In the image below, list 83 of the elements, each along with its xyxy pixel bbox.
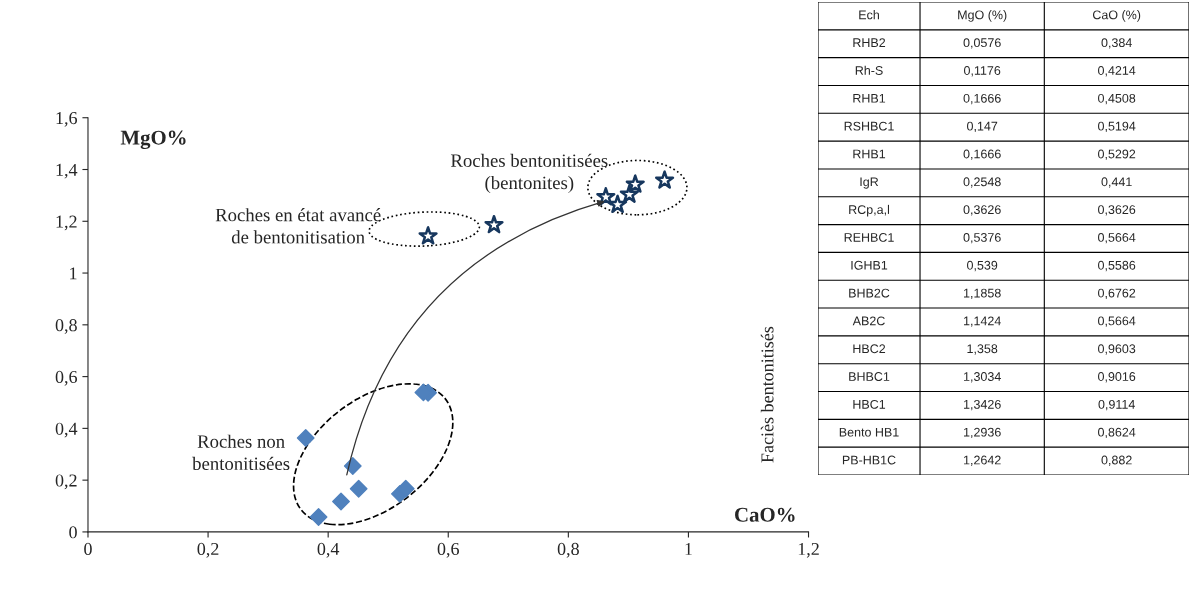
x-tick-label: 1 xyxy=(685,542,692,555)
text: 1,2642 xyxy=(964,455,1001,466)
text: IgR xyxy=(860,177,879,189)
text: 0,539 xyxy=(967,260,998,272)
text: 0,5664 xyxy=(1098,233,1136,244)
text: AB2C xyxy=(852,316,885,326)
annotation: Roches non bentonitisées xyxy=(192,434,290,471)
y-tick-label: 1,2 xyxy=(56,215,77,231)
text: 0,0576 xyxy=(963,38,1001,49)
x-tick-label: 0,4 xyxy=(317,542,340,558)
text: 1,1858 xyxy=(964,288,1001,299)
point xyxy=(349,479,368,498)
text: 0,5664 xyxy=(1098,316,1136,327)
point xyxy=(625,174,645,193)
y-tick-label: 1 xyxy=(70,267,77,280)
text: 0,882 xyxy=(1101,455,1132,466)
text: HBC1 xyxy=(853,399,886,409)
x-tick-label: 0 xyxy=(84,542,92,556)
y-axis-title: MgO% xyxy=(120,130,186,150)
text: 0,1666 xyxy=(963,93,1001,105)
text: Bento HB1 xyxy=(839,427,899,437)
y-tick-label: 1,4 xyxy=(56,163,78,179)
text: RHB1 xyxy=(853,94,886,103)
text: 0,147 xyxy=(967,121,998,133)
text: 0,4508 xyxy=(1098,93,1136,105)
annotation: Roches en état avancé de bentonitisation xyxy=(215,208,381,244)
point xyxy=(343,457,362,475)
text: 0,1666 xyxy=(963,149,1001,160)
text: 0,384 xyxy=(1101,38,1132,49)
text: 0,5586 xyxy=(1098,260,1136,272)
text: BHBC1 xyxy=(849,372,890,381)
x-tick-label: 0,8 xyxy=(557,542,579,558)
point xyxy=(484,214,504,234)
y-tick-label: 0 xyxy=(69,526,77,539)
text: Rh-S xyxy=(855,65,883,75)
y-tick-label: 0,4 xyxy=(55,422,78,438)
x-tick-label: 1,2 xyxy=(798,542,819,558)
text: RSHBC1 xyxy=(844,121,894,131)
text: MgO (%) xyxy=(958,10,1007,22)
point xyxy=(332,492,350,511)
text: 1,358 xyxy=(967,344,998,355)
text: PB-HB1C xyxy=(842,455,896,465)
text: CaO (%) xyxy=(1092,10,1141,22)
text: 0,4214 xyxy=(1098,66,1136,77)
x-tick-label: 0,2 xyxy=(197,542,219,558)
text: RHB1 xyxy=(853,149,886,159)
y-tick-label: 0,8 xyxy=(55,319,77,334)
x-tick-label: 0,6 xyxy=(437,542,459,558)
text: 0,5292 xyxy=(1098,149,1136,160)
text: 0,2548 xyxy=(963,177,1001,188)
point xyxy=(654,170,675,189)
text: IGHB1 xyxy=(851,260,888,270)
x-axis-title: CaO% xyxy=(735,507,795,522)
point xyxy=(296,429,315,447)
text: 0,5376 xyxy=(963,233,1001,244)
text: 1,2936 xyxy=(964,427,1001,439)
text: RHB2 xyxy=(853,38,886,47)
text: 0,8624 xyxy=(1098,427,1136,439)
annotation: Roches bentonitisées (bentonites) xyxy=(450,153,608,193)
text: 0,3626 xyxy=(1098,205,1136,216)
text: 0,9016 xyxy=(1098,372,1136,383)
text: REHBC1 xyxy=(844,233,894,242)
text: 1,3034 xyxy=(964,372,1001,383)
point xyxy=(396,479,415,498)
point xyxy=(309,508,328,526)
text: 1,1424 xyxy=(964,316,1001,327)
text: 0,9114 xyxy=(1098,399,1135,411)
point xyxy=(418,226,438,245)
y-tick-label: 0,2 xyxy=(55,474,77,490)
y-tick-label: 0,6 xyxy=(55,370,78,386)
text: 1,3426 xyxy=(964,399,1001,411)
text: BHB2C xyxy=(849,288,890,298)
text: Ech xyxy=(859,10,879,20)
text: 0,1176 xyxy=(964,66,1001,77)
text: 0,3626 xyxy=(963,205,1001,216)
text: HBC2 xyxy=(853,344,886,354)
text: RCp,a,l xyxy=(849,204,890,217)
text: 0,6762 xyxy=(1098,288,1136,299)
y-tick-label: 1,6 xyxy=(56,112,78,127)
text: 0,441 xyxy=(1101,177,1132,188)
text: 0,5194 xyxy=(1098,121,1136,133)
text: 0,9603 xyxy=(1098,344,1136,355)
text: Faciès bentonitisés xyxy=(760,326,774,463)
